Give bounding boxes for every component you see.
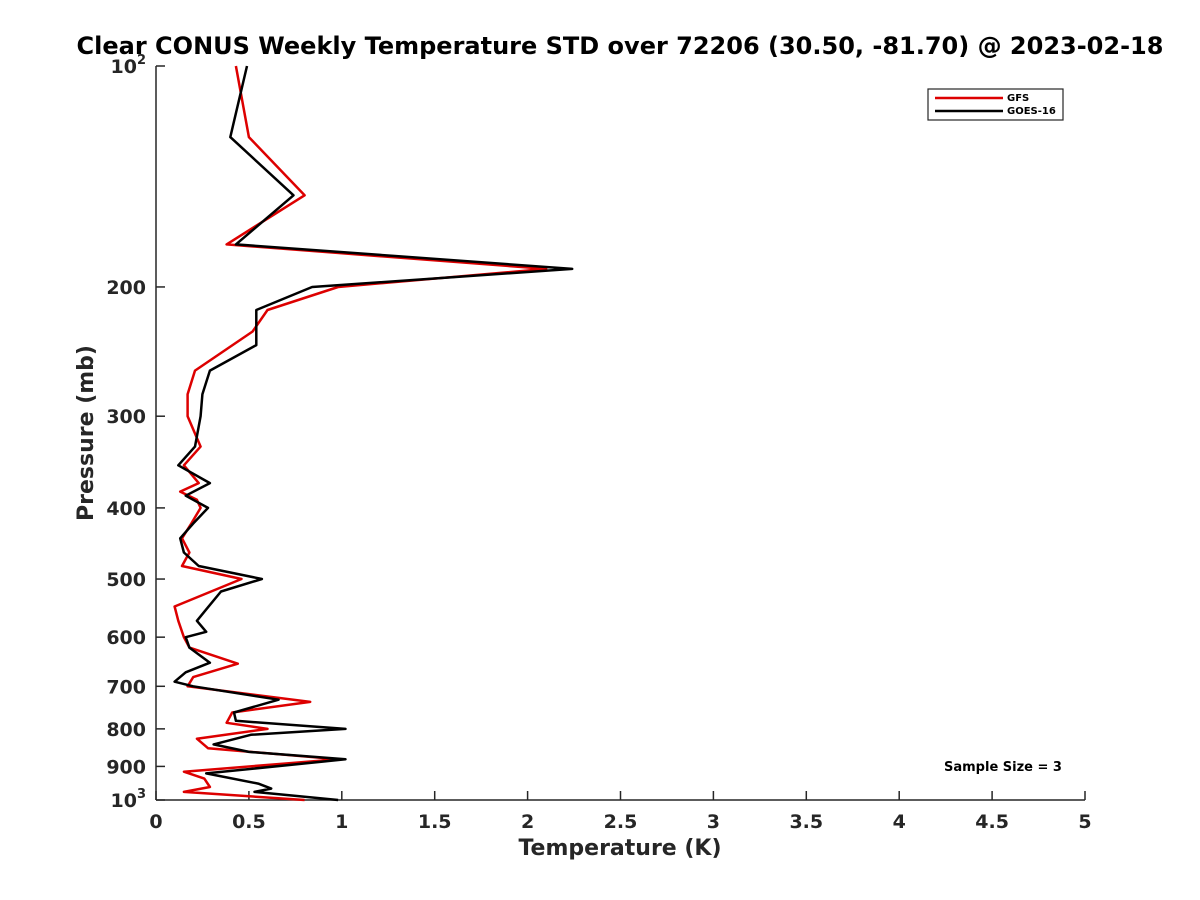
sample-size-annotation: Sample Size = 3 [944, 760, 1062, 775]
y-tick-label: 103 [111, 787, 147, 812]
y-tick-label: 600 [106, 627, 146, 649]
legend-label-gfs: GFS [1007, 93, 1029, 104]
x-ticks: 0 0.5 1 1.5 2 2.5 3 3.5 4 4.5 5 [149, 791, 1092, 833]
legend-box [927, 88, 1064, 121]
x-tick-label: 1.5 [418, 811, 452, 833]
x-tick-label: 3 [707, 811, 720, 833]
x-tick-label: 0.5 [232, 811, 266, 833]
y-tick-label: 400 [106, 498, 146, 520]
x-tick-label: 1 [335, 811, 348, 833]
y-tick-exponent: 2 [137, 53, 146, 68]
series-line-goes-16 [173, 65, 574, 802]
x-tick-label: 2.5 [604, 811, 638, 833]
y-tick-label: 500 [106, 569, 146, 591]
series-line-gfs [173, 65, 548, 802]
x-tick-label: 3.5 [789, 811, 823, 833]
series-layer [173, 65, 574, 802]
y-tick-base: 10 [111, 790, 137, 812]
y-tick-label: 700 [106, 676, 146, 698]
y-tick-label: 800 [106, 719, 146, 741]
y-tick-label: 200 [106, 277, 146, 299]
x-axis-label: Temperature (K) [518, 836, 721, 861]
x-tick-label: 5 [1078, 811, 1091, 833]
y-tick-label: 300 [106, 406, 146, 428]
y-tick-label: 900 [106, 756, 146, 778]
plot-area [155, 66, 1085, 801]
legend-label-goes16: GOES-16 [1007, 106, 1056, 117]
x-tick-label: 4.5 [975, 811, 1009, 833]
x-tick-label: 2 [521, 811, 534, 833]
x-tick-label: 0 [149, 811, 162, 833]
y-tick-base: 10 [111, 56, 137, 78]
chart-title: Clear CONUS Weekly Temperature STD over … [77, 32, 1164, 60]
x-tick-label: 4 [893, 811, 906, 833]
y-axis-label: Pressure (mb) [74, 345, 99, 521]
legend: GFS GOES-16 [927, 88, 1064, 121]
y-tick-exponent: 3 [137, 787, 146, 802]
y-tick-label: 102 [111, 53, 147, 78]
